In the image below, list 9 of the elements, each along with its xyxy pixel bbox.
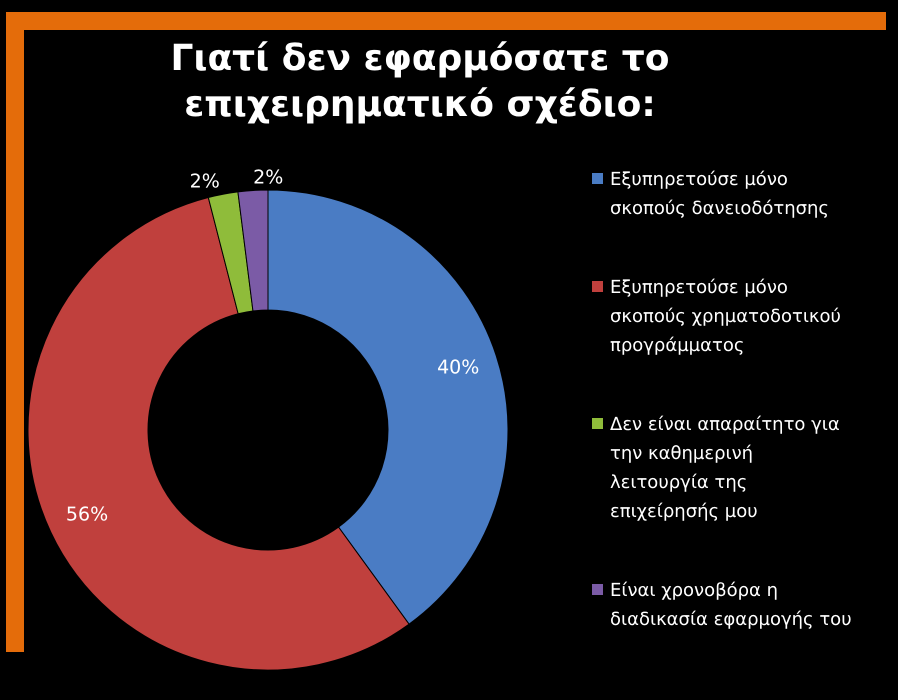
- data-label: 56%: [66, 503, 108, 526]
- data-label: 2%: [253, 166, 284, 189]
- legend-label: Δεν είναι απαραίτητο για την καθημερινή λειτουργία της επιχείρησής μου: [610, 414, 840, 522]
- chart-title: Γιατί δεν εφαρμόσατε το επιχειρηματικό σχέδιο:: [170, 38, 670, 125]
- data-label: 2%: [190, 170, 220, 193]
- data-label: 40%: [437, 356, 480, 378]
- legend-label: Εξυπηρετούσε μόνο σκοπούς δανειοδότησης: [610, 169, 829, 219]
- legend-label: Εξυπηρετούσε μόνο σκοπούς χρηματοδοτικού προγράμματος: [610, 277, 841, 356]
- legend-label: Είναι χρονοβόρα η διαδικασία εφαρμογής του: [610, 580, 852, 630]
